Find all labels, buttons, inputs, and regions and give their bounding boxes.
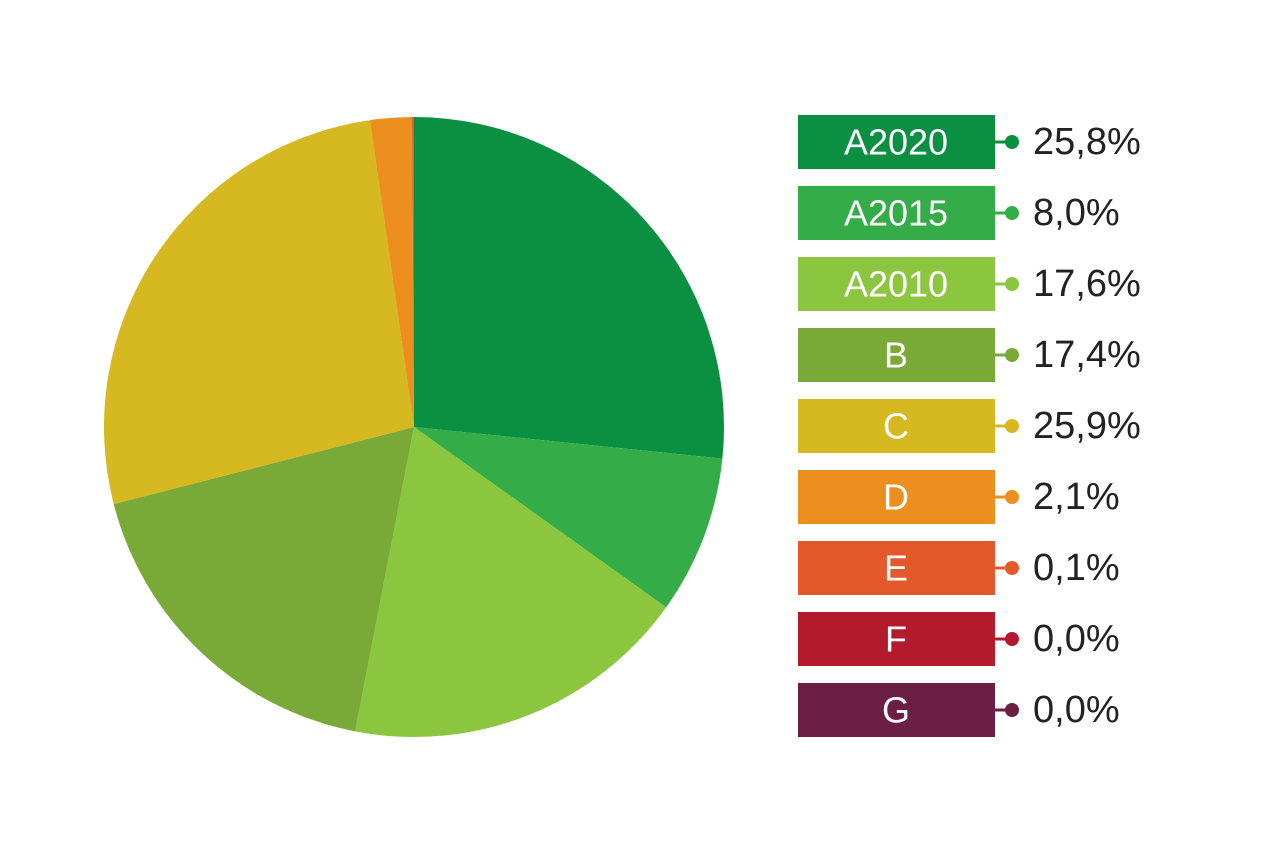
value-label: 25,8% (1033, 121, 1141, 163)
legend-box (798, 115, 995, 169)
value-label: 25,9% (1033, 405, 1141, 447)
legend-dot (1005, 206, 1019, 220)
legend-box (798, 541, 995, 595)
legend-dot (1005, 135, 1019, 149)
legend-label: A2015 (844, 193, 948, 234)
value-label: 2,1% (1033, 476, 1120, 518)
legend-label: C (883, 406, 909, 447)
legend-label: B (884, 335, 908, 376)
legend-dot (1005, 277, 1019, 291)
pie-slice (411, 117, 414, 427)
legend-label: G (882, 690, 910, 731)
legend-dot (1005, 632, 1019, 646)
legend-dot (1005, 703, 1019, 717)
legend-dot (1005, 490, 1019, 504)
legend-box (798, 186, 995, 240)
legend-box (798, 612, 995, 666)
legend-label: A2010 (844, 264, 948, 305)
pie-slice (414, 117, 724, 459)
legend-label: D (883, 477, 909, 518)
pie-slice (369, 117, 414, 427)
legend-dot (1005, 561, 1019, 575)
pie-slice (103, 120, 415, 505)
legend-label: F (885, 619, 907, 660)
pie-slice (113, 427, 414, 732)
legend-box (798, 328, 995, 382)
value-label: 17,4% (1033, 334, 1141, 376)
legend-dot (1005, 348, 1019, 362)
value-label: 8,0% (1033, 192, 1120, 234)
legend-label: E (884, 548, 908, 589)
pie-slice (414, 427, 723, 608)
legend-box (798, 257, 995, 311)
legend-box (798, 399, 995, 453)
legend-box (798, 470, 995, 524)
value-label: 0,0% (1033, 618, 1120, 660)
value-label: 0,0% (1033, 689, 1120, 731)
legend-dot (1005, 419, 1019, 433)
value-label: 0,1% (1033, 547, 1120, 589)
legend-label: A2020 (844, 122, 948, 163)
pie-slice (355, 427, 667, 737)
legend-box (798, 683, 995, 737)
value-label: 17,6% (1033, 263, 1141, 305)
